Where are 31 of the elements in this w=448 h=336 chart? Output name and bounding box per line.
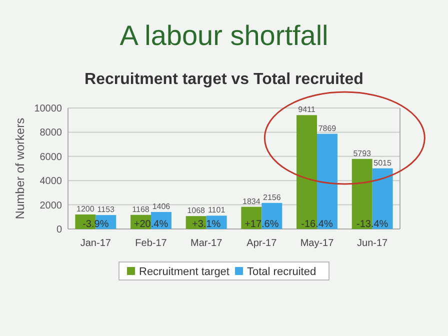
data-label: 1406 [152,202,171,211]
y-tick-label: 4000 [40,176,62,188]
x-tick-label: Jan-17 [80,238,112,249]
chart-title: A labour shortfall [120,20,328,51]
y-tick-label: 10000 [34,104,62,114]
data-label: 7869 [318,124,337,133]
y-tick-label: 2000 [40,200,62,212]
y-axis-title: Number of workers [13,118,27,220]
chart-subtitle: Recruitment target vs Total recruited [84,71,364,88]
annotation: -16.4% [301,218,333,230]
data-label: 2156 [263,192,282,202]
x-tick-label: Mar-17 [190,238,223,249]
data-label: 5015 [374,158,392,168]
legend-label: Total recruited [247,266,316,278]
x-tick-label: May-17 [300,238,334,249]
data-label: 1834 [242,196,261,206]
x-tick-label: Jun-17 [357,238,388,249]
data-label: 1068 [187,206,206,216]
x-tick-label: Apr-17 [246,238,278,249]
y-tick-label: 8000 [40,128,62,139]
data-label: 5793 [353,148,372,158]
data-label: 1101 [208,206,226,215]
data-label: 1168 [132,204,150,214]
annotation: +20.4% [134,218,168,230]
legend-label: Recruitment target [139,266,230,278]
y-tick-label: 6000 [40,152,62,163]
data-label: 9411 [298,105,316,114]
x-tick-label: Feb-17 [135,238,168,249]
data-label: 1153 [97,205,116,214]
y-tick-label: 0 [56,224,62,236]
data-label: 1200 [76,204,95,214]
